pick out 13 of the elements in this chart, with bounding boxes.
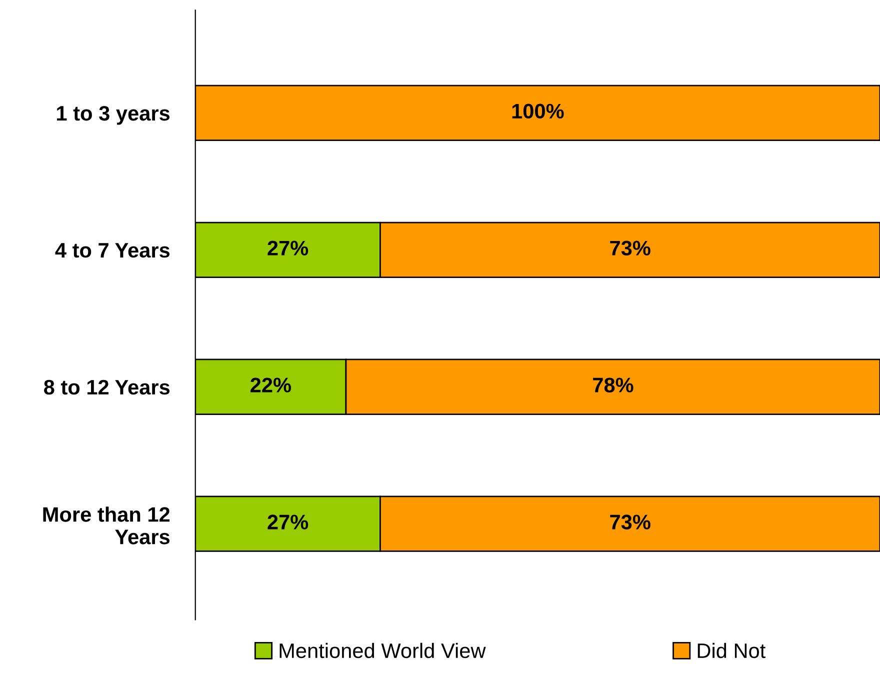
y-tick-label: 4 to 7 Years: [55, 243, 170, 258]
data-label: 73%: [610, 514, 650, 530]
legend-label: Mentioned World View: [280, 642, 486, 658]
y-tick-label: 8 to 12 Years: [44, 380, 170, 395]
data-label: 100%: [512, 104, 564, 119]
data-label: 73%: [610, 240, 650, 256]
legend-label: Did Not: [698, 642, 766, 658]
y-tick-label: 1 to 3 years: [57, 106, 170, 125]
y-tick-label: More than 12 Years: [43, 506, 170, 544]
data-label: 78%: [593, 378, 634, 392]
data-label: 27%: [268, 514, 308, 530]
data-label: 22%: [250, 378, 291, 392]
data-label: 27%: [268, 240, 308, 256]
